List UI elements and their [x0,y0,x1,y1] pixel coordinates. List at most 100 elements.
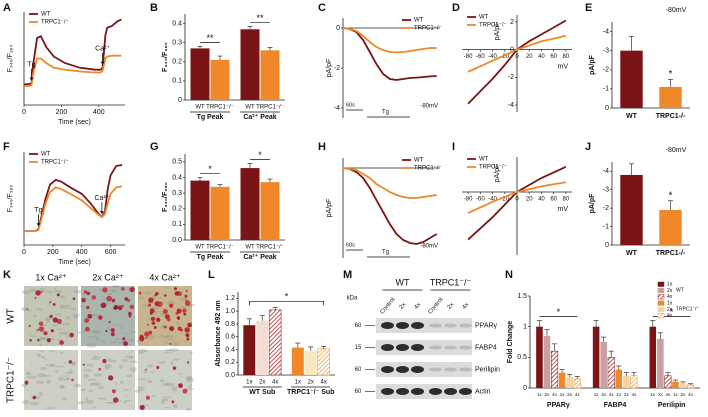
cell-texture [163,341,169,344]
bar-label: 2x [259,380,265,386]
cell-texture [51,323,58,327]
lipid-droplet [184,300,191,306]
cell-texture [62,377,71,381]
bar [256,320,269,375]
legend-label: TRPC1⁻/⁻ [41,20,69,26]
lane-label: 2x [447,302,456,311]
lipid-droplet [28,324,31,328]
y-tick-label: -2 [334,65,340,72]
x-tick-label: 60 [550,197,557,203]
cell-texture [45,319,51,323]
cell-texture [63,304,71,309]
cell-texture [189,351,194,354]
group-label: TRPC1⁻/⁻ [430,277,472,287]
cell-texture [29,288,37,293]
bar-label: 1x [616,392,622,397]
legend-swatch [657,288,665,294]
bar [659,209,682,245]
bar [659,86,682,108]
x-tick-label: -20 [500,197,509,203]
cell-texture [158,361,167,364]
bar [317,348,330,376]
cell-texture [110,285,120,288]
lipid-droplet [108,375,114,381]
lipid-droplet [123,341,128,346]
bar [543,335,551,388]
cell-texture [109,341,117,344]
cell-texture [90,313,101,317]
cell-texture [59,385,66,389]
panel-letter: A [3,2,11,14]
cell-texture [125,310,131,313]
cell-texture [185,387,195,390]
cell-texture [80,388,86,392]
chart-title: -80mV [666,7,687,14]
scale-bar-label: 60s [346,242,355,248]
significance: * [258,150,262,160]
bar [630,375,638,389]
cell-texture [73,289,82,294]
panel-letter: J [585,141,591,153]
cell-texture [49,350,56,352]
cell-texture [185,408,192,411]
y-tick-label: 0.1 [172,78,182,85]
cell-texture [41,375,52,378]
cell-texture [146,364,154,368]
legend-label: 4x [667,313,673,319]
panel-letter: M [343,269,352,281]
cell-texture [159,296,162,300]
band [459,388,472,395]
lipid-droplet [186,337,190,341]
lipid-droplet [187,322,192,328]
cell-texture [137,387,145,392]
bar [304,350,317,375]
x-tick-label: WT Sub [249,389,275,396]
x-tick-label: 0 [515,197,519,203]
cell-texture [181,290,184,294]
cell-texture [106,358,114,361]
cell-texture [97,397,108,400]
lipid-droplet [145,368,147,371]
cell-texture [83,373,89,379]
cell-texture [185,376,193,381]
cell-texture [105,301,109,306]
cell-texture [125,399,131,402]
x-tick-label: 0 [22,109,26,116]
bar-label: TRPC1⁻/⁻ [256,105,284,111]
y-axis-label: F₃₄₀/F₃₈₀ [7,45,14,73]
cell-texture [34,330,39,333]
trace [467,34,567,73]
y-axis-label: pA/pF [589,193,596,214]
bar-label: 2x [545,392,551,397]
cell-texture [65,315,70,320]
band [396,388,409,395]
band [459,345,472,350]
annotation: Tg [27,61,35,68]
cell-texture [136,378,147,381]
y-axis-label: pA/pF [326,59,333,78]
kda-label: 60 [355,367,362,373]
y-tick-label: 0 [178,97,182,104]
cell-texture [161,396,172,398]
cell-texture [107,325,111,328]
cell-texture [29,362,34,364]
lipid-droplet [113,305,119,310]
cell-texture [120,380,124,384]
legend-group: TRPC1⁻/⁻ [676,307,699,313]
cell-texture [90,357,100,361]
lipid-droplet [105,329,108,333]
bar-label: WT [245,245,255,251]
legend-swatch [657,294,665,300]
cell-texture [44,364,55,366]
bar-label: 1x [537,392,543,397]
lipid-droplet [111,298,116,303]
bar-label: WT [195,245,205,251]
bar-label: 4x [272,380,278,386]
y-axis-label: pA/pF [326,199,333,218]
unit-label: kDa [347,296,358,302]
lane-label: Control [427,297,444,316]
cell-texture [30,335,37,337]
y-tick-label: 0.8 [225,321,235,328]
cell-texture [129,360,139,363]
cell-texture [53,287,57,290]
